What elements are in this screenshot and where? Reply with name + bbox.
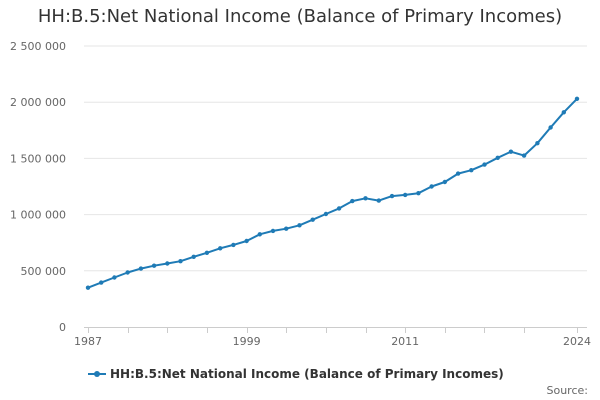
data-point[interactable] (416, 191, 421, 196)
data-point[interactable] (125, 270, 130, 275)
data-point[interactable] (548, 125, 553, 130)
data-point[interactable] (495, 155, 500, 160)
data-point[interactable] (191, 254, 196, 259)
data-point[interactable] (284, 226, 289, 231)
data-point[interactable] (508, 149, 514, 154)
data-point[interactable] (521, 153, 527, 158)
data-point[interactable] (403, 192, 408, 198)
data-point[interactable] (561, 110, 566, 115)
y-tick-label: 2 500 000 (10, 40, 66, 53)
data-point[interactable] (297, 223, 302, 228)
legend[interactable]: HH:B.5:Net National Income (Balance of P… (88, 365, 504, 383)
data-point[interactable] (455, 171, 461, 176)
data-point[interactable] (85, 285, 91, 290)
data-point[interactable] (231, 242, 236, 248)
data-point[interactable] (323, 211, 329, 217)
data-point[interactable] (218, 246, 223, 251)
data-point[interactable] (165, 261, 170, 266)
data-point[interactable] (99, 280, 104, 285)
y-tick-label: 2 000 000 (10, 96, 66, 109)
data-point[interactable] (535, 141, 540, 146)
data-point[interactable] (138, 266, 144, 271)
source-label: Source: (546, 384, 589, 397)
x-tick-label: 2011 (391, 335, 419, 348)
data-point[interactable] (363, 196, 368, 201)
data-point[interactable] (350, 198, 355, 204)
data-point[interactable] (244, 238, 249, 244)
data-point[interactable] (442, 179, 447, 185)
data-point[interactable] (204, 250, 210, 255)
data-point[interactable] (482, 162, 487, 167)
legend-swatch-marker (94, 371, 100, 377)
data-point[interactable] (429, 184, 434, 189)
data-point[interactable] (336, 206, 342, 211)
series-layer (85, 96, 580, 290)
x-axis (84, 327, 587, 333)
legend-label: HH:B.5:Net National Income (Balance of P… (110, 367, 504, 381)
y-tick-label: 1 000 000 (10, 209, 66, 222)
data-point[interactable] (151, 263, 157, 268)
gridlines (84, 45, 587, 272)
data-point[interactable] (310, 217, 315, 222)
y-tick-label: 1 500 000 (10, 152, 66, 165)
data-point[interactable] (574, 96, 580, 102)
y-tick-label: 500 000 (21, 265, 67, 278)
data-point[interactable] (257, 232, 262, 237)
data-point[interactable] (469, 168, 474, 173)
y-tick-label: 0 (59, 321, 66, 334)
data-point[interactable] (112, 275, 117, 280)
x-tick-label: 1987 (74, 335, 102, 348)
legend-swatch (88, 369, 106, 379)
series-line (87, 97, 578, 289)
x-tick-label: 2024 (563, 335, 591, 348)
data-point[interactable] (178, 259, 183, 264)
x-tick-label: 1999 (233, 335, 261, 348)
chart-title: HH:B.5:Net National Income (Balance of P… (37, 6, 563, 27)
data-point[interactable] (270, 228, 276, 234)
y-axis-tick-labels: 0 500 000 1 000 000 1 500 000 2 000 000 2 500… (10, 40, 66, 334)
data-point[interactable] (389, 193, 395, 199)
x-axis-tick-labels: 1987 1999 2011 2024 (74, 335, 591, 348)
data-point[interactable] (376, 198, 381, 203)
